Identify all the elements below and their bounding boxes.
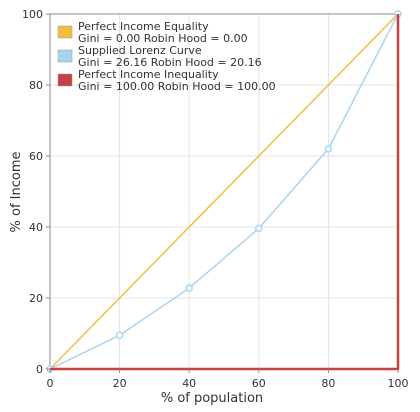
x-tick-label: 80 xyxy=(321,377,335,390)
legend-swatch xyxy=(57,49,73,63)
y-tick-label: 0 xyxy=(36,363,43,376)
x-tick-label: 20 xyxy=(113,377,127,390)
legend-series-stats: Gini = 0.00 Robin Hood = 0.00 xyxy=(78,32,248,45)
series-line-1 xyxy=(49,13,399,370)
legend-series-stats: Gini = 100.00 Robin Hood = 100.00 xyxy=(78,80,276,93)
data-point xyxy=(324,145,333,153)
data-point xyxy=(255,224,263,233)
x-tick-label: 40 xyxy=(182,377,196,390)
series-line-2 xyxy=(49,13,399,370)
y-tick-label: 40 xyxy=(29,221,43,234)
y-tick-label: 60 xyxy=(29,150,43,163)
data-point xyxy=(115,331,124,340)
legend-series-name: Supplied Lorenz Curve xyxy=(78,44,202,57)
legend-swatch xyxy=(57,25,73,39)
x-tick-label: 0 xyxy=(47,377,54,390)
data-point xyxy=(185,284,193,292)
legend-series-name: Perfect Income Inequality xyxy=(78,68,219,81)
y-axis-label: % of Income xyxy=(9,152,24,233)
x-tick-label: 100 xyxy=(388,377,409,390)
y-tick-label: 100 xyxy=(22,8,43,21)
legend-swatch xyxy=(57,73,73,87)
legend-series-name: Perfect Income Equality xyxy=(78,20,209,33)
legend-series-stats: Gini = 26.16 Robin Hood = 20.16 xyxy=(78,56,262,69)
y-tick-label: 20 xyxy=(29,292,43,305)
tick-labels: 0 20 40 60 80 100 0 20 40 60 80 100 xyxy=(22,8,409,390)
x-tick-label: 60 xyxy=(252,377,266,390)
y-tick-label: 80 xyxy=(29,79,43,92)
x-axis-label: % of population xyxy=(161,391,263,406)
